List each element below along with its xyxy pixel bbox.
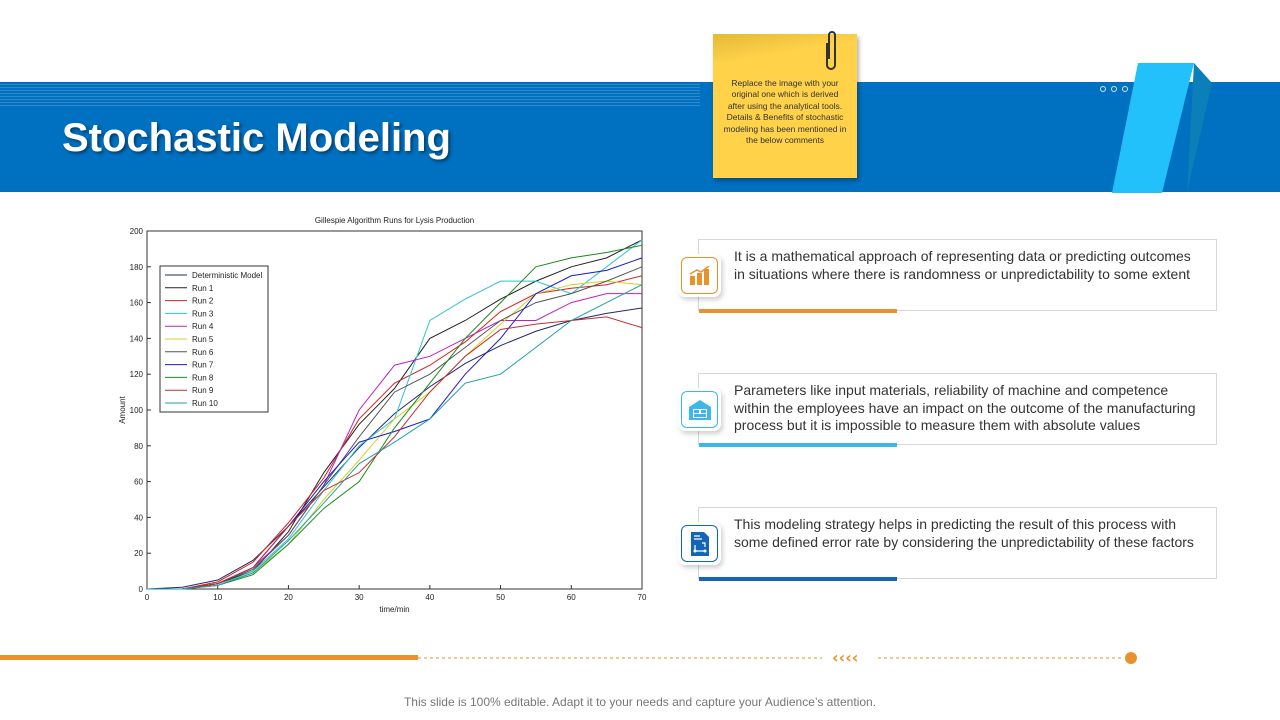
sticky-note: Replace the image with your original one… [713, 34, 857, 178]
info-card-1: It is a mathematical approach of represe… [678, 239, 1217, 313]
chart-title: Gillespie Algorithm Runs for Lysis Produ… [315, 216, 474, 225]
y-tick-label: 160 [130, 299, 144, 308]
y-tick-label: 40 [134, 513, 143, 522]
card-text: It is a mathematical approach of represe… [734, 248, 1191, 282]
legend-label: Run 6 [192, 348, 214, 357]
header-band [0, 82, 1280, 192]
y-tick-label: 200 [130, 227, 144, 236]
series-line-run-10 [147, 284, 643, 590]
paperclip-icon [826, 31, 836, 70]
legend-label: Run 2 [192, 297, 214, 306]
y-tick-label: 0 [139, 585, 144, 594]
x-axis-label: time/min [379, 605, 409, 614]
x-tick-label: 30 [355, 593, 364, 602]
x-tick-label: 10 [213, 593, 222, 602]
legend-label: Run 9 [192, 386, 214, 395]
series-line-run-2 [147, 275, 643, 590]
y-axis-label: Amount [118, 395, 127, 423]
card-underline [699, 443, 897, 447]
y-tick-label: 120 [130, 370, 144, 379]
y-tick-label: 80 [134, 442, 143, 451]
header-stripes [0, 84, 700, 106]
x-tick-label: 0 [145, 593, 150, 602]
warehouse-icon [678, 388, 721, 431]
series-line-run-1 [147, 239, 643, 590]
svg-text:‹‹‹‹: ‹‹‹‹ [832, 648, 858, 667]
legend-label: Run 5 [192, 335, 214, 344]
x-tick-label: 50 [496, 593, 505, 602]
footer-timeline: ‹‹‹‹ [0, 648, 1137, 667]
y-tick-label: 180 [130, 263, 144, 272]
y-tick-label: 140 [130, 334, 144, 343]
series-line-run-9 [147, 316, 643, 590]
card-underline [699, 577, 897, 581]
x-tick-label: 40 [425, 593, 434, 602]
x-tick-label: 60 [567, 593, 576, 602]
ribbon-decoration [1112, 63, 1212, 193]
dots-decoration [1100, 86, 1128, 92]
x-tick-label: 70 [638, 593, 647, 602]
legend-label: Run 3 [192, 309, 214, 318]
legend-label: Run 1 [192, 284, 214, 293]
x-tick-label: 20 [284, 593, 293, 602]
legend-label: Run 4 [192, 322, 214, 331]
legend-label: Run 10 [192, 399, 218, 408]
legend-label: Run 7 [192, 361, 214, 370]
page-title: Stochastic Modeling [62, 116, 451, 160]
card-text: Parameters like input materials, reliabi… [734, 382, 1196, 434]
note-text: Replace the image with your original one… [723, 78, 847, 146]
gillespie-chart: Gillespie Algorithm Runs for Lysis Produ… [118, 216, 647, 614]
footer-text: This slide is 100% editable. Adapt it to… [403, 695, 877, 709]
y-tick-label: 20 [134, 549, 143, 558]
info-card-2: Parameters like input materials, reliabi… [678, 373, 1217, 447]
legend-label: Run 8 [192, 373, 214, 382]
card-text: This modeling strategy helps in predicti… [734, 516, 1194, 550]
legend-label: Deterministic Model [192, 271, 262, 280]
series-line-run-6 [147, 266, 643, 590]
series-line-deterministic [146, 307, 643, 590]
y-tick-label: 60 [134, 478, 143, 487]
card-underline [699, 309, 897, 313]
series-line-run-8 [147, 244, 643, 590]
bar-chart-growth-icon [678, 254, 721, 297]
y-tick-label: 100 [130, 406, 144, 415]
process-document-icon [678, 522, 721, 565]
info-card-3: This modeling strategy helps in predicti… [678, 507, 1217, 581]
